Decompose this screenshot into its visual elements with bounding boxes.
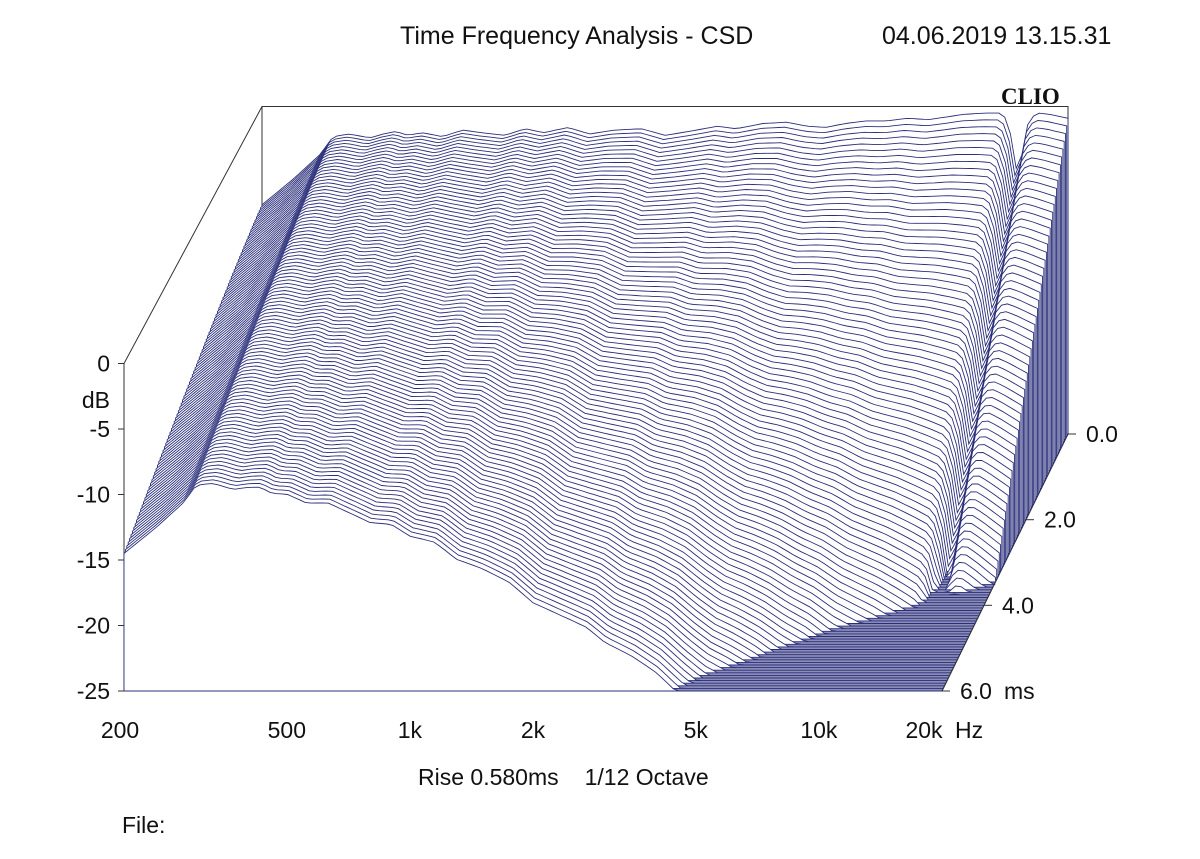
octave-smoothing: 1/12 Octave — [584, 764, 709, 790]
x-tick-label: 20k — [905, 717, 943, 743]
y-tick-label: 0 — [97, 351, 110, 377]
z-tick-label: 0.0 — [1086, 421, 1118, 447]
x-tick-label: 2k — [521, 717, 546, 743]
z-axis-unit: ms — [1004, 678, 1035, 704]
x-tick-label: 1k — [398, 717, 423, 743]
x-tick-label: 500 — [268, 717, 306, 743]
y-axis-ticks: 0 -5 -10 -15 -20 -25 dB — [77, 351, 124, 704]
z-axis-line — [941, 433, 1069, 692]
clio-logo: CLIO — [1001, 84, 1060, 109]
x-tick-label: 10k — [800, 717, 838, 743]
z-axis-ticks: 0.0 2.0 4.0 6.0 ms — [942, 421, 1118, 704]
file-label: File: — [122, 812, 166, 838]
y-axis-unit: dB — [82, 387, 110, 413]
z-tick-label: 4.0 — [1002, 592, 1034, 618]
y-tick-label: -10 — [77, 482, 110, 508]
x-axis-ticks: 200 500 1k 2k 5k 10k 20k Hz — [101, 717, 983, 743]
y-tick-label: -25 — [77, 678, 110, 704]
chart-footer: Rise 0.580ms 1/12 Octave — [418, 764, 709, 791]
x-tick-label: 5k — [684, 717, 709, 743]
x-tick-label: 200 — [101, 717, 139, 743]
y-tick-label: -5 — [90, 416, 110, 442]
x-axis-unit: Hz — [955, 717, 983, 743]
z-tick-label: 2.0 — [1044, 507, 1076, 533]
decay-slice — [123, 483, 942, 692]
chart-title: Time Frequency Analysis - CSD — [400, 22, 754, 50]
timestamp: 04.06.2019 13.15.31 — [882, 22, 1112, 50]
rise-time: Rise 0.580ms — [418, 764, 559, 790]
y-tick-label: -15 — [77, 547, 110, 573]
decay-slices — [123, 112, 1069, 692]
y-tick-label: -20 — [77, 613, 110, 639]
z-tick-label: 6.0 — [960, 678, 992, 704]
